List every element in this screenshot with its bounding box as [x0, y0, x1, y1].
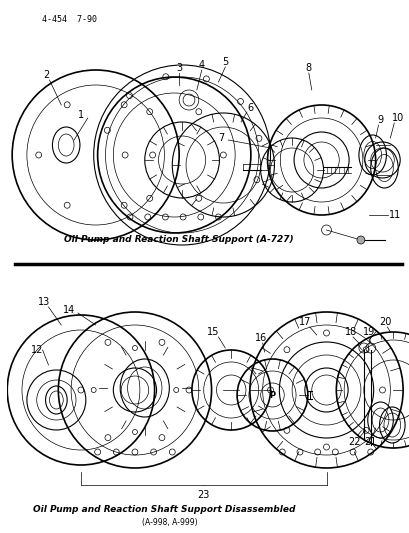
- Text: 15: 15: [207, 327, 219, 337]
- Text: 4-454  7-90: 4-454 7-90: [42, 15, 97, 25]
- Text: 19: 19: [362, 327, 374, 337]
- Text: 22: 22: [347, 437, 360, 447]
- Text: 18: 18: [344, 327, 356, 337]
- Text: Oil Pump and Reaction Shaft Support (A-727): Oil Pump and Reaction Shaft Support (A-7…: [64, 236, 293, 245]
- Text: 9: 9: [377, 115, 383, 125]
- Text: 3: 3: [175, 63, 182, 73]
- Text: 20: 20: [378, 317, 391, 327]
- Text: (A-998, A-999): (A-998, A-999): [141, 519, 197, 528]
- Text: 4: 4: [198, 60, 204, 70]
- Text: 1: 1: [78, 110, 84, 120]
- Text: 10: 10: [391, 113, 403, 123]
- Text: Oil Pump and Reaction Shaft Support Disassembled: Oil Pump and Reaction Shaft Support Disa…: [33, 505, 295, 514]
- Text: 23: 23: [197, 490, 209, 500]
- Text: 7: 7: [218, 133, 224, 143]
- Circle shape: [356, 236, 364, 244]
- Text: 14: 14: [63, 305, 75, 315]
- Text: 16: 16: [254, 333, 266, 343]
- Text: 2: 2: [43, 70, 49, 80]
- Text: 12: 12: [30, 345, 43, 355]
- Text: 8: 8: [305, 63, 311, 73]
- Text: P: P: [269, 391, 275, 400]
- Text: 21: 21: [364, 437, 376, 447]
- Text: 17: 17: [298, 317, 310, 327]
- Text: 11: 11: [388, 210, 400, 220]
- Text: 13: 13: [38, 297, 51, 307]
- Text: 5: 5: [222, 57, 228, 67]
- Text: 6: 6: [247, 103, 253, 113]
